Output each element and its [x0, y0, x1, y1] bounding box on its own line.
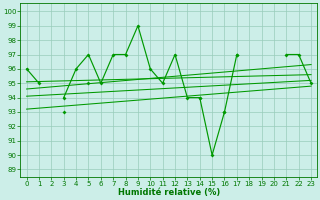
- X-axis label: Humidité relative (%): Humidité relative (%): [118, 188, 220, 197]
